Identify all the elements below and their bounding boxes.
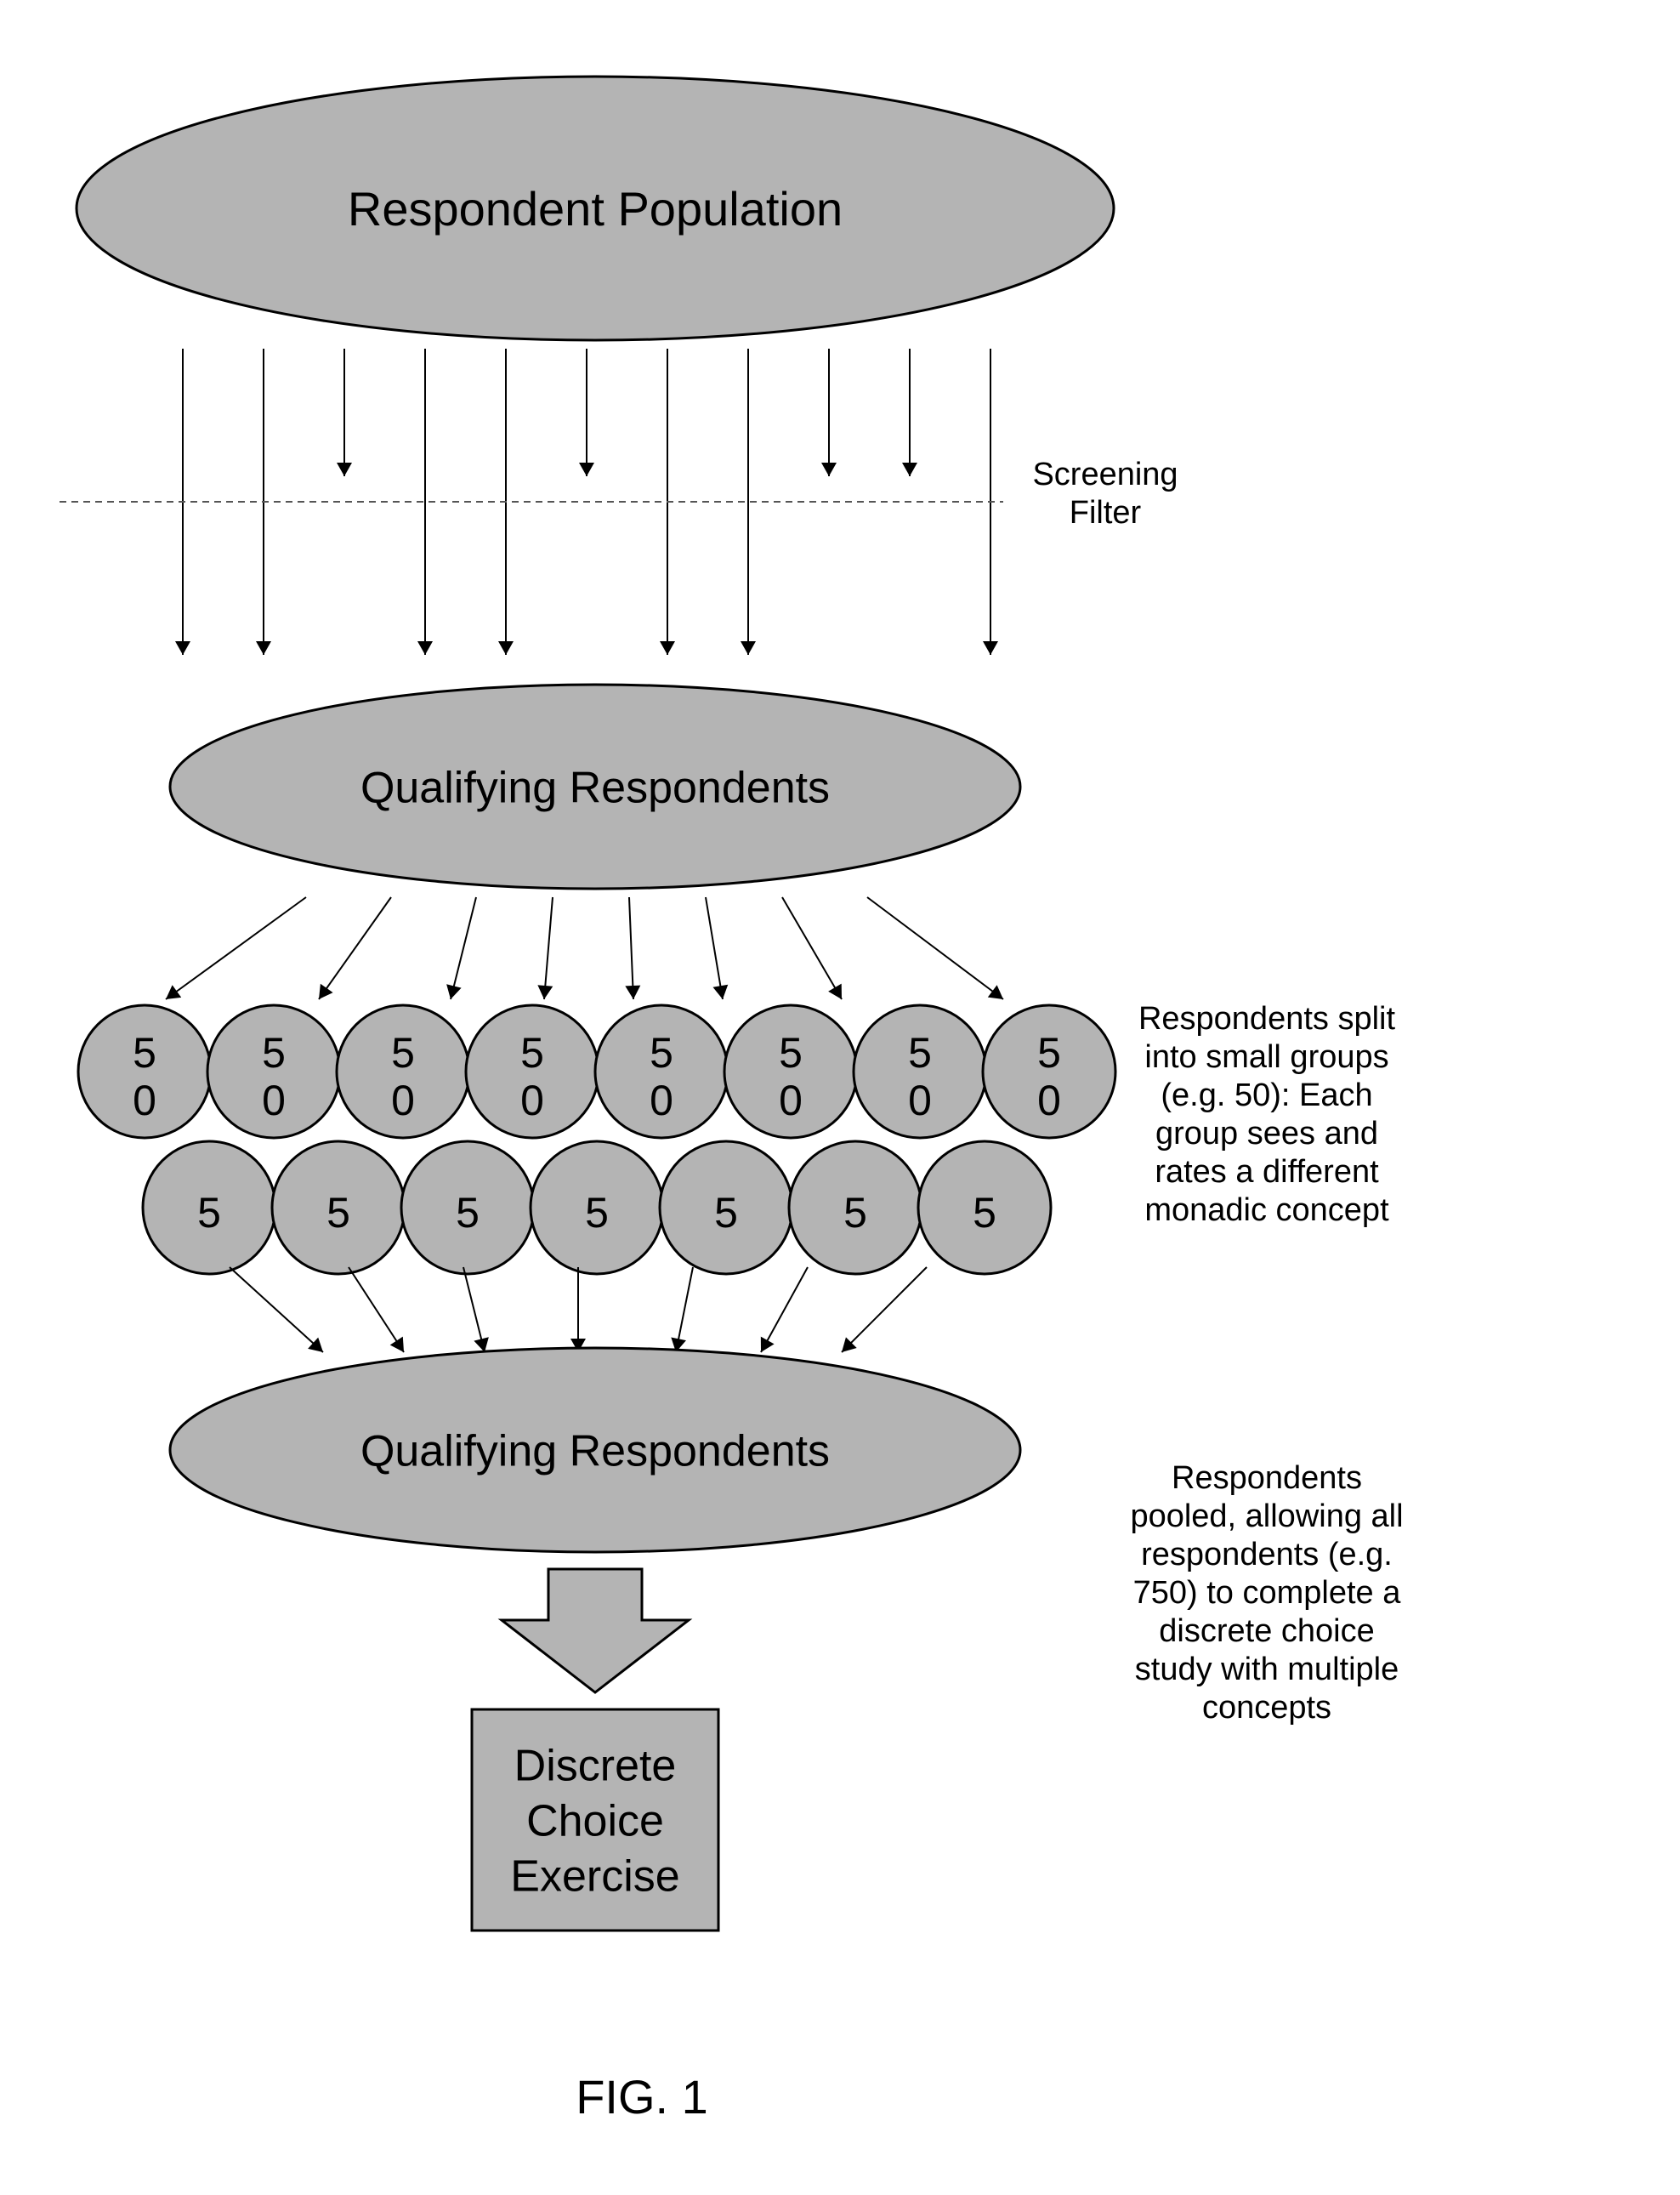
population-arrow-head	[902, 463, 917, 476]
split-arrow-head	[319, 984, 333, 999]
label: 5	[843, 1189, 867, 1237]
label: Respondent Population	[348, 182, 843, 236]
population-arrow-head	[175, 641, 190, 655]
side_note_2: study with multiple	[1135, 1652, 1399, 1687]
label: 0	[779, 1077, 803, 1124]
label: 5	[456, 1189, 480, 1237]
label: 5	[520, 1029, 544, 1077]
side_note_1: group sees and	[1155, 1116, 1378, 1152]
split-arrow	[544, 897, 553, 999]
split-arrow	[782, 897, 842, 999]
label: 5	[650, 1029, 673, 1077]
population-arrow-head	[983, 641, 998, 655]
split-arrow	[629, 897, 633, 999]
label: 5	[908, 1029, 932, 1077]
population-arrow-head	[741, 641, 756, 655]
side_note_1: into small groups	[1144, 1039, 1388, 1075]
label: 0	[908, 1077, 932, 1124]
side_note_2: concepts	[1202, 1690, 1331, 1726]
side_note_1: (e.g. 50): Each	[1161, 1078, 1372, 1113]
population-arrow-head	[417, 641, 433, 655]
split-arrow-head	[712, 985, 728, 999]
merge-arrow-head	[390, 1337, 404, 1352]
label: 5	[133, 1029, 156, 1077]
side_note_1: Respondents split	[1138, 1001, 1396, 1037]
label: 5	[197, 1189, 221, 1237]
side_note_2: discrete choice	[1159, 1613, 1374, 1649]
split-arrow	[451, 897, 476, 999]
side_note_2: 750) to complete a	[1133, 1575, 1402, 1611]
label: 0	[262, 1077, 286, 1124]
merge-arrow	[842, 1267, 927, 1352]
label: Qualifying Respondents	[360, 1427, 830, 1476]
merge-arrow	[349, 1267, 404, 1352]
block-arrow-down	[502, 1569, 689, 1692]
label: 0	[133, 1077, 156, 1124]
screening-filter-label: Screening	[1032, 457, 1178, 492]
label: 0	[520, 1077, 544, 1124]
population-arrow-head	[660, 641, 675, 655]
split-arrow	[867, 897, 1003, 999]
population-arrow-head	[337, 463, 352, 476]
merge-arrow-head	[474, 1337, 488, 1352]
label: 5	[585, 1189, 609, 1237]
label: 5	[326, 1189, 350, 1237]
label: Discrete	[514, 1742, 677, 1791]
side_note_2: pooled, allowing all	[1130, 1498, 1403, 1534]
label: 5	[714, 1189, 738, 1237]
side_note_1: rates a different	[1155, 1154, 1379, 1190]
split-arrow	[166, 897, 306, 999]
merge-arrow	[230, 1267, 323, 1352]
figure-caption: FIG. 1	[576, 2070, 708, 2124]
label: 5	[779, 1029, 803, 1077]
label: 0	[391, 1077, 415, 1124]
label: Qualifying Respondents	[360, 764, 830, 813]
split-arrow-head	[625, 986, 640, 999]
label: Choice	[526, 1797, 664, 1846]
population-arrow-head	[579, 463, 594, 476]
split-arrow-head	[828, 984, 842, 999]
merge-arrow	[761, 1267, 808, 1352]
label: 5	[262, 1029, 286, 1077]
label: 5	[973, 1189, 996, 1237]
split-arrow-head	[446, 984, 461, 999]
screening-filter-label2: Filter	[1070, 495, 1142, 531]
split-arrow-head	[988, 985, 1003, 999]
side_note_2: Respondents	[1172, 1460, 1362, 1496]
label: 0	[1037, 1077, 1061, 1124]
split-arrow-head	[166, 985, 181, 999]
side_note_1: monadic concept	[1144, 1192, 1389, 1228]
split-arrow-head	[537, 985, 553, 999]
label: 0	[650, 1077, 673, 1124]
population-arrow-head	[498, 641, 514, 655]
label: 5	[391, 1029, 415, 1077]
population-arrow-head	[821, 463, 837, 476]
population-arrow-head	[256, 641, 271, 655]
label: 5	[1037, 1029, 1061, 1077]
split-arrow	[706, 897, 723, 999]
side_note_2: respondents (e.g.	[1141, 1537, 1393, 1572]
split-arrow	[319, 897, 391, 999]
label: Exercise	[510, 1852, 679, 1902]
